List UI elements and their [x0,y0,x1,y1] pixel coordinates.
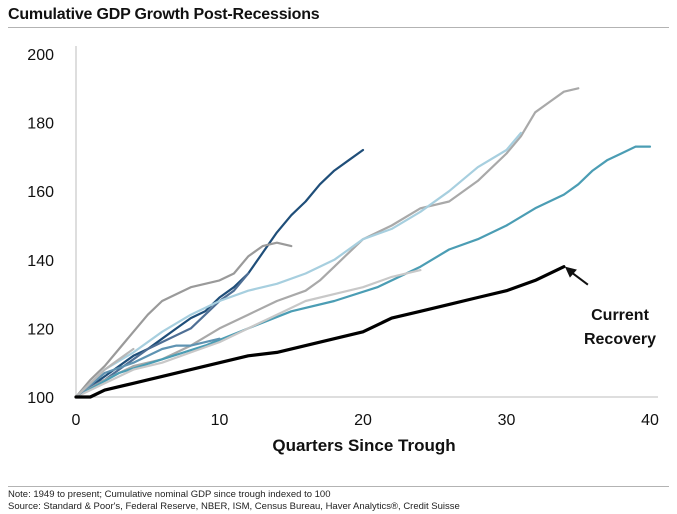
x-tick-label: 20 [354,412,372,429]
x-axis-label: Quarters Since Trough [272,436,455,455]
annotation-arrow-head [564,266,577,278]
series-line-1 [74,148,365,399]
source-line: Source: Standard & Poor's, Federal Reser… [8,500,460,512]
x-tick-label: 40 [641,412,659,429]
series-line-9 [74,347,135,399]
y-tick-label: 100 [27,390,54,407]
series-line-4 [74,87,580,399]
y-tick-label: 160 [27,184,54,201]
chart-title: Cumulative GDP Growth Post-Recessions [8,6,320,23]
x-tick-label: 30 [498,412,516,429]
series-line-6 [74,145,652,399]
footer-divider [8,486,669,487]
y-tick-label: 180 [27,116,54,133]
series-line-7 [74,269,422,399]
annotation-label: Current [591,307,649,324]
chart-notes: Note: 1949 to present; Cumulative nomina… [8,489,460,512]
y-tick-label: 140 [27,253,54,270]
gdp-growth-line-chart: 100 120 140 160 180 200 0 10 20 30 40 Quarters Sinc… [27,46,659,455]
x-tick-label: 10 [211,412,229,429]
title-divider [8,27,669,28]
series-line-current-recovery [74,265,566,399]
y-tick-label: 120 [27,321,54,338]
note-line: Note: 1949 to present; Cumulative nomina… [8,489,331,500]
series-line-8 [74,337,221,399]
x-tick-label: 0 [72,412,81,429]
y-tick-label: 200 [27,47,54,64]
annotation-label: Recovery [584,331,656,348]
series-line-5 [74,131,523,399]
series-line-3 [74,241,293,399]
